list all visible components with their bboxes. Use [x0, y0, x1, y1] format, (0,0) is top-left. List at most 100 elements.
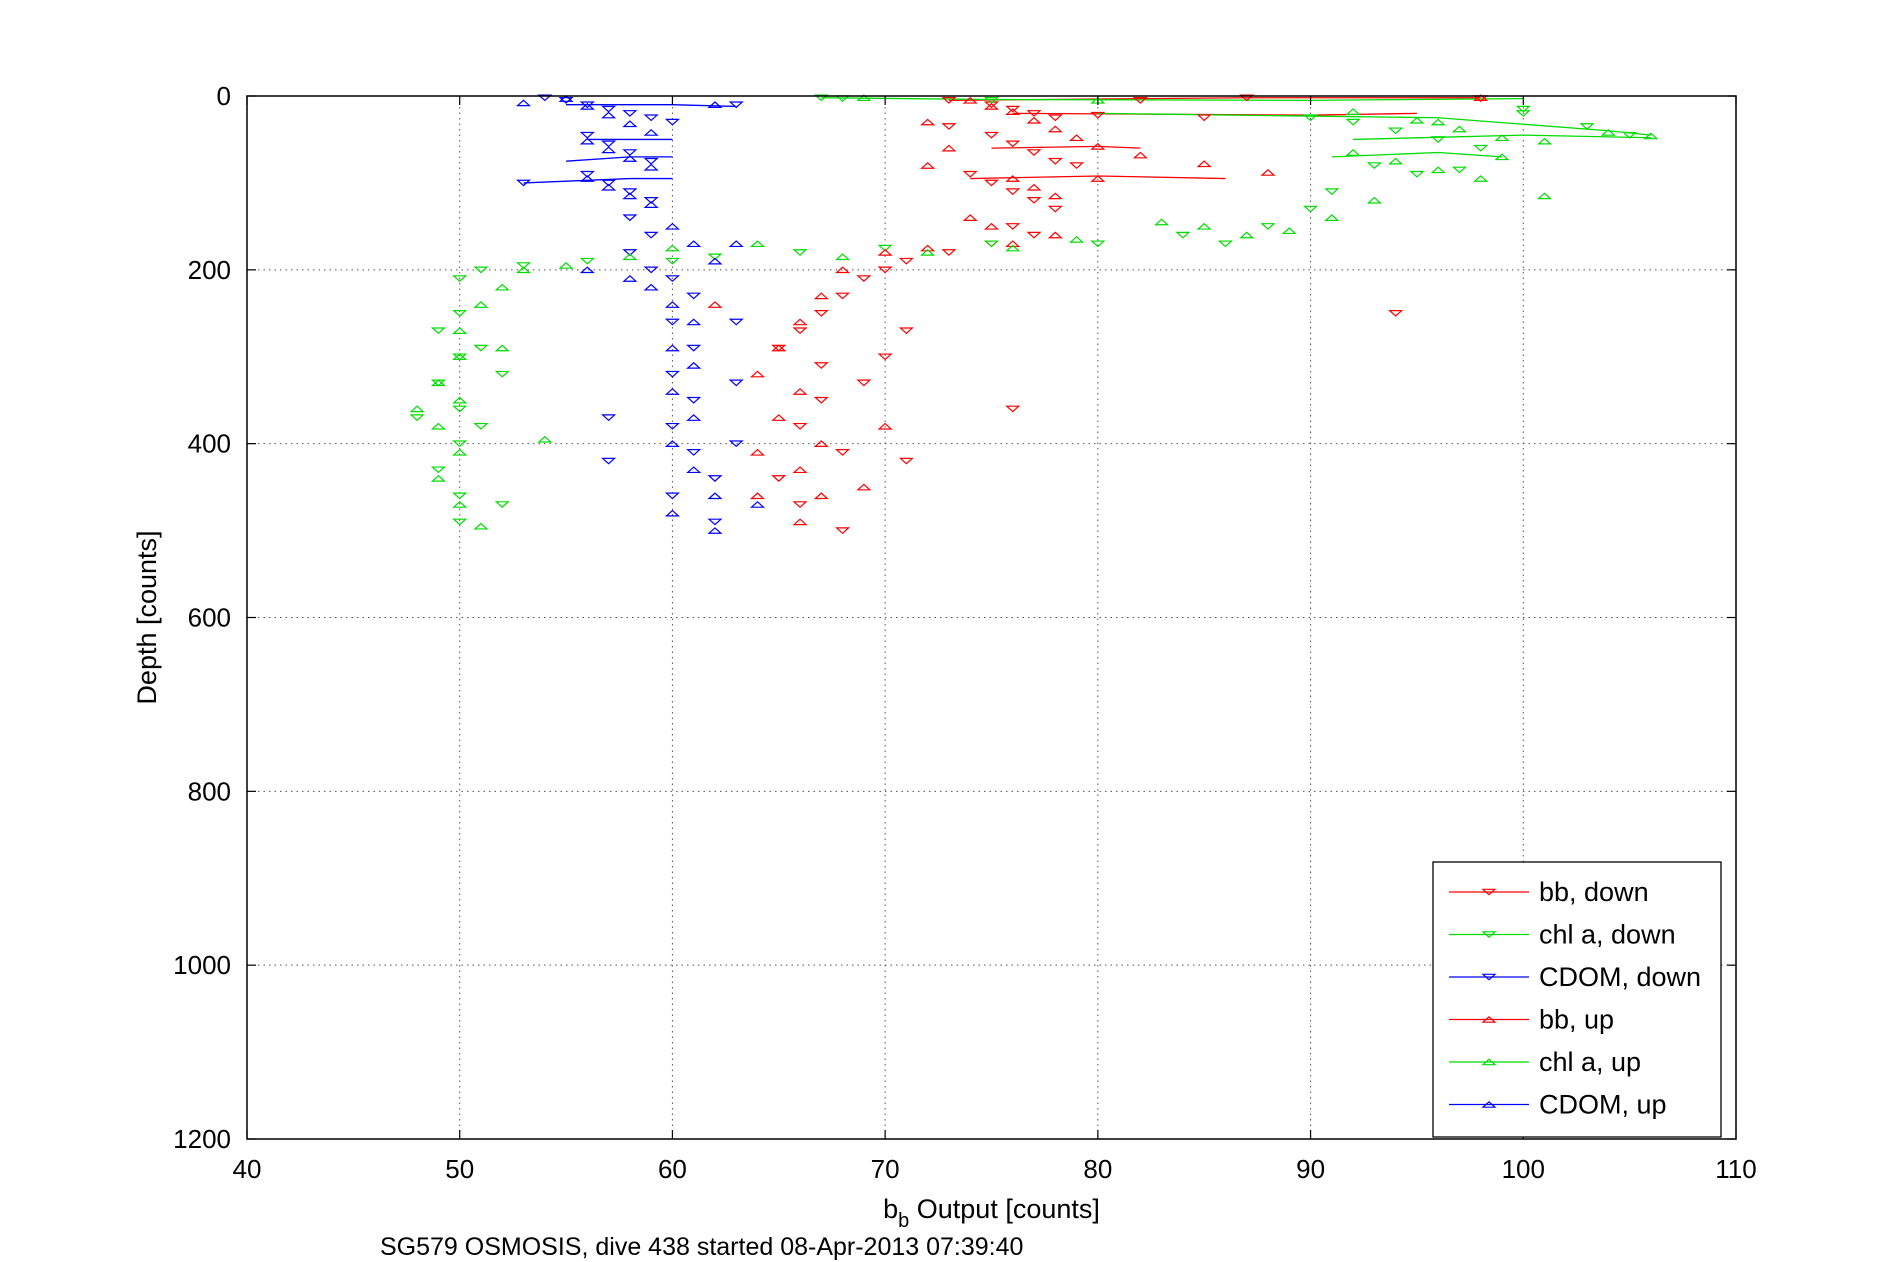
data-point [792, 518, 808, 526]
data-point [1600, 128, 1616, 136]
data-point [1260, 223, 1276, 230]
data-point [856, 379, 872, 387]
data-point [579, 102, 595, 110]
data-point [1005, 108, 1021, 115]
data-point [1451, 125, 1468, 133]
data-point [1005, 240, 1021, 248]
data-point [983, 97, 1000, 104]
legend-entry-label: bb, down [1539, 877, 1649, 907]
data-point [771, 344, 787, 352]
x-axis-label-subscript: b [898, 1210, 909, 1232]
data-point [1069, 134, 1085, 142]
x-tick-label: 40 [233, 1154, 262, 1184]
data-point [707, 475, 723, 482]
data-point [728, 240, 744, 248]
data-point [1132, 151, 1148, 159]
data-point [1069, 235, 1085, 243]
data-point [643, 157, 659, 165]
data-point [983, 101, 1000, 109]
x-tick-label: 90 [1296, 1154, 1325, 1184]
data-point [1090, 175, 1106, 182]
data-point [452, 448, 468, 456]
data-point [494, 344, 510, 352]
legend-entry-label: CDOM, down [1539, 962, 1701, 992]
data-point [877, 244, 893, 252]
data-point [1366, 196, 1382, 204]
data-point [473, 266, 489, 274]
data-point [728, 440, 744, 448]
data-point [1026, 197, 1042, 204]
data-point [983, 102, 1000, 110]
data-point [664, 318, 680, 326]
data-point [579, 257, 595, 265]
legend-entry-label: bb, up [1539, 1005, 1614, 1035]
series-line [1097, 112, 1651, 136]
data-point [1430, 118, 1446, 126]
data-point [813, 362, 829, 369]
data-point [1154, 218, 1170, 226]
y-tick-label: 0 [217, 81, 231, 111]
data-point [898, 457, 914, 465]
data-point [835, 449, 851, 456]
data-point [771, 414, 787, 421]
data-point [622, 214, 638, 222]
data-point [1196, 222, 1212, 230]
data-point [430, 327, 447, 335]
x-tick-label: 80 [1083, 1154, 1112, 1184]
data-point [856, 94, 872, 102]
legend-marker [1481, 1058, 1497, 1066]
data-point [430, 379, 447, 387]
data-point [1026, 116, 1042, 124]
data-point [707, 527, 723, 534]
data-point [835, 527, 851, 535]
x-tick-label: 70 [871, 1154, 900, 1184]
data-point [601, 105, 617, 113]
data-point [664, 275, 680, 283]
data-point [622, 110, 638, 117]
data-point [579, 175, 595, 182]
data-point [515, 266, 532, 274]
data-point [643, 201, 659, 208]
data-point [792, 422, 808, 430]
data-point [473, 422, 489, 430]
data-point [1175, 231, 1191, 239]
data-point [707, 301, 723, 308]
data-point [1388, 157, 1404, 165]
data-point [643, 163, 659, 171]
data-point [920, 162, 936, 169]
data-point [707, 253, 723, 261]
data-point [983, 240, 1000, 248]
data-point [601, 111, 617, 119]
data-point [1303, 114, 1319, 122]
data-point [664, 440, 680, 447]
y-axis-label: Depth [counts] [132, 530, 162, 704]
data-point [1005, 244, 1021, 252]
data-point [558, 95, 574, 102]
data-point [686, 466, 702, 474]
data-point [877, 248, 893, 256]
data-point [686, 449, 702, 456]
data-point [749, 448, 766, 456]
data-point [1536, 137, 1553, 145]
x-tick-label: 50 [445, 1154, 474, 1184]
data-point [558, 261, 574, 269]
data-point [664, 301, 680, 308]
data-point [452, 492, 468, 500]
data-point [898, 257, 914, 265]
data-point [664, 492, 680, 500]
data-point [1005, 223, 1021, 230]
data-point [1217, 240, 1234, 248]
data-point [941, 97, 957, 104]
data-point [452, 396, 468, 404]
data-point [1090, 240, 1106, 248]
legend-marker [1481, 1100, 1497, 1108]
data-point [813, 309, 829, 317]
x-tick-label: 60 [658, 1154, 687, 1184]
data-point [1239, 231, 1255, 239]
data-point [792, 327, 808, 335]
data-point [686, 318, 702, 326]
data-point [1047, 231, 1063, 239]
data-point [1239, 94, 1255, 102]
data-point [983, 222, 1000, 230]
